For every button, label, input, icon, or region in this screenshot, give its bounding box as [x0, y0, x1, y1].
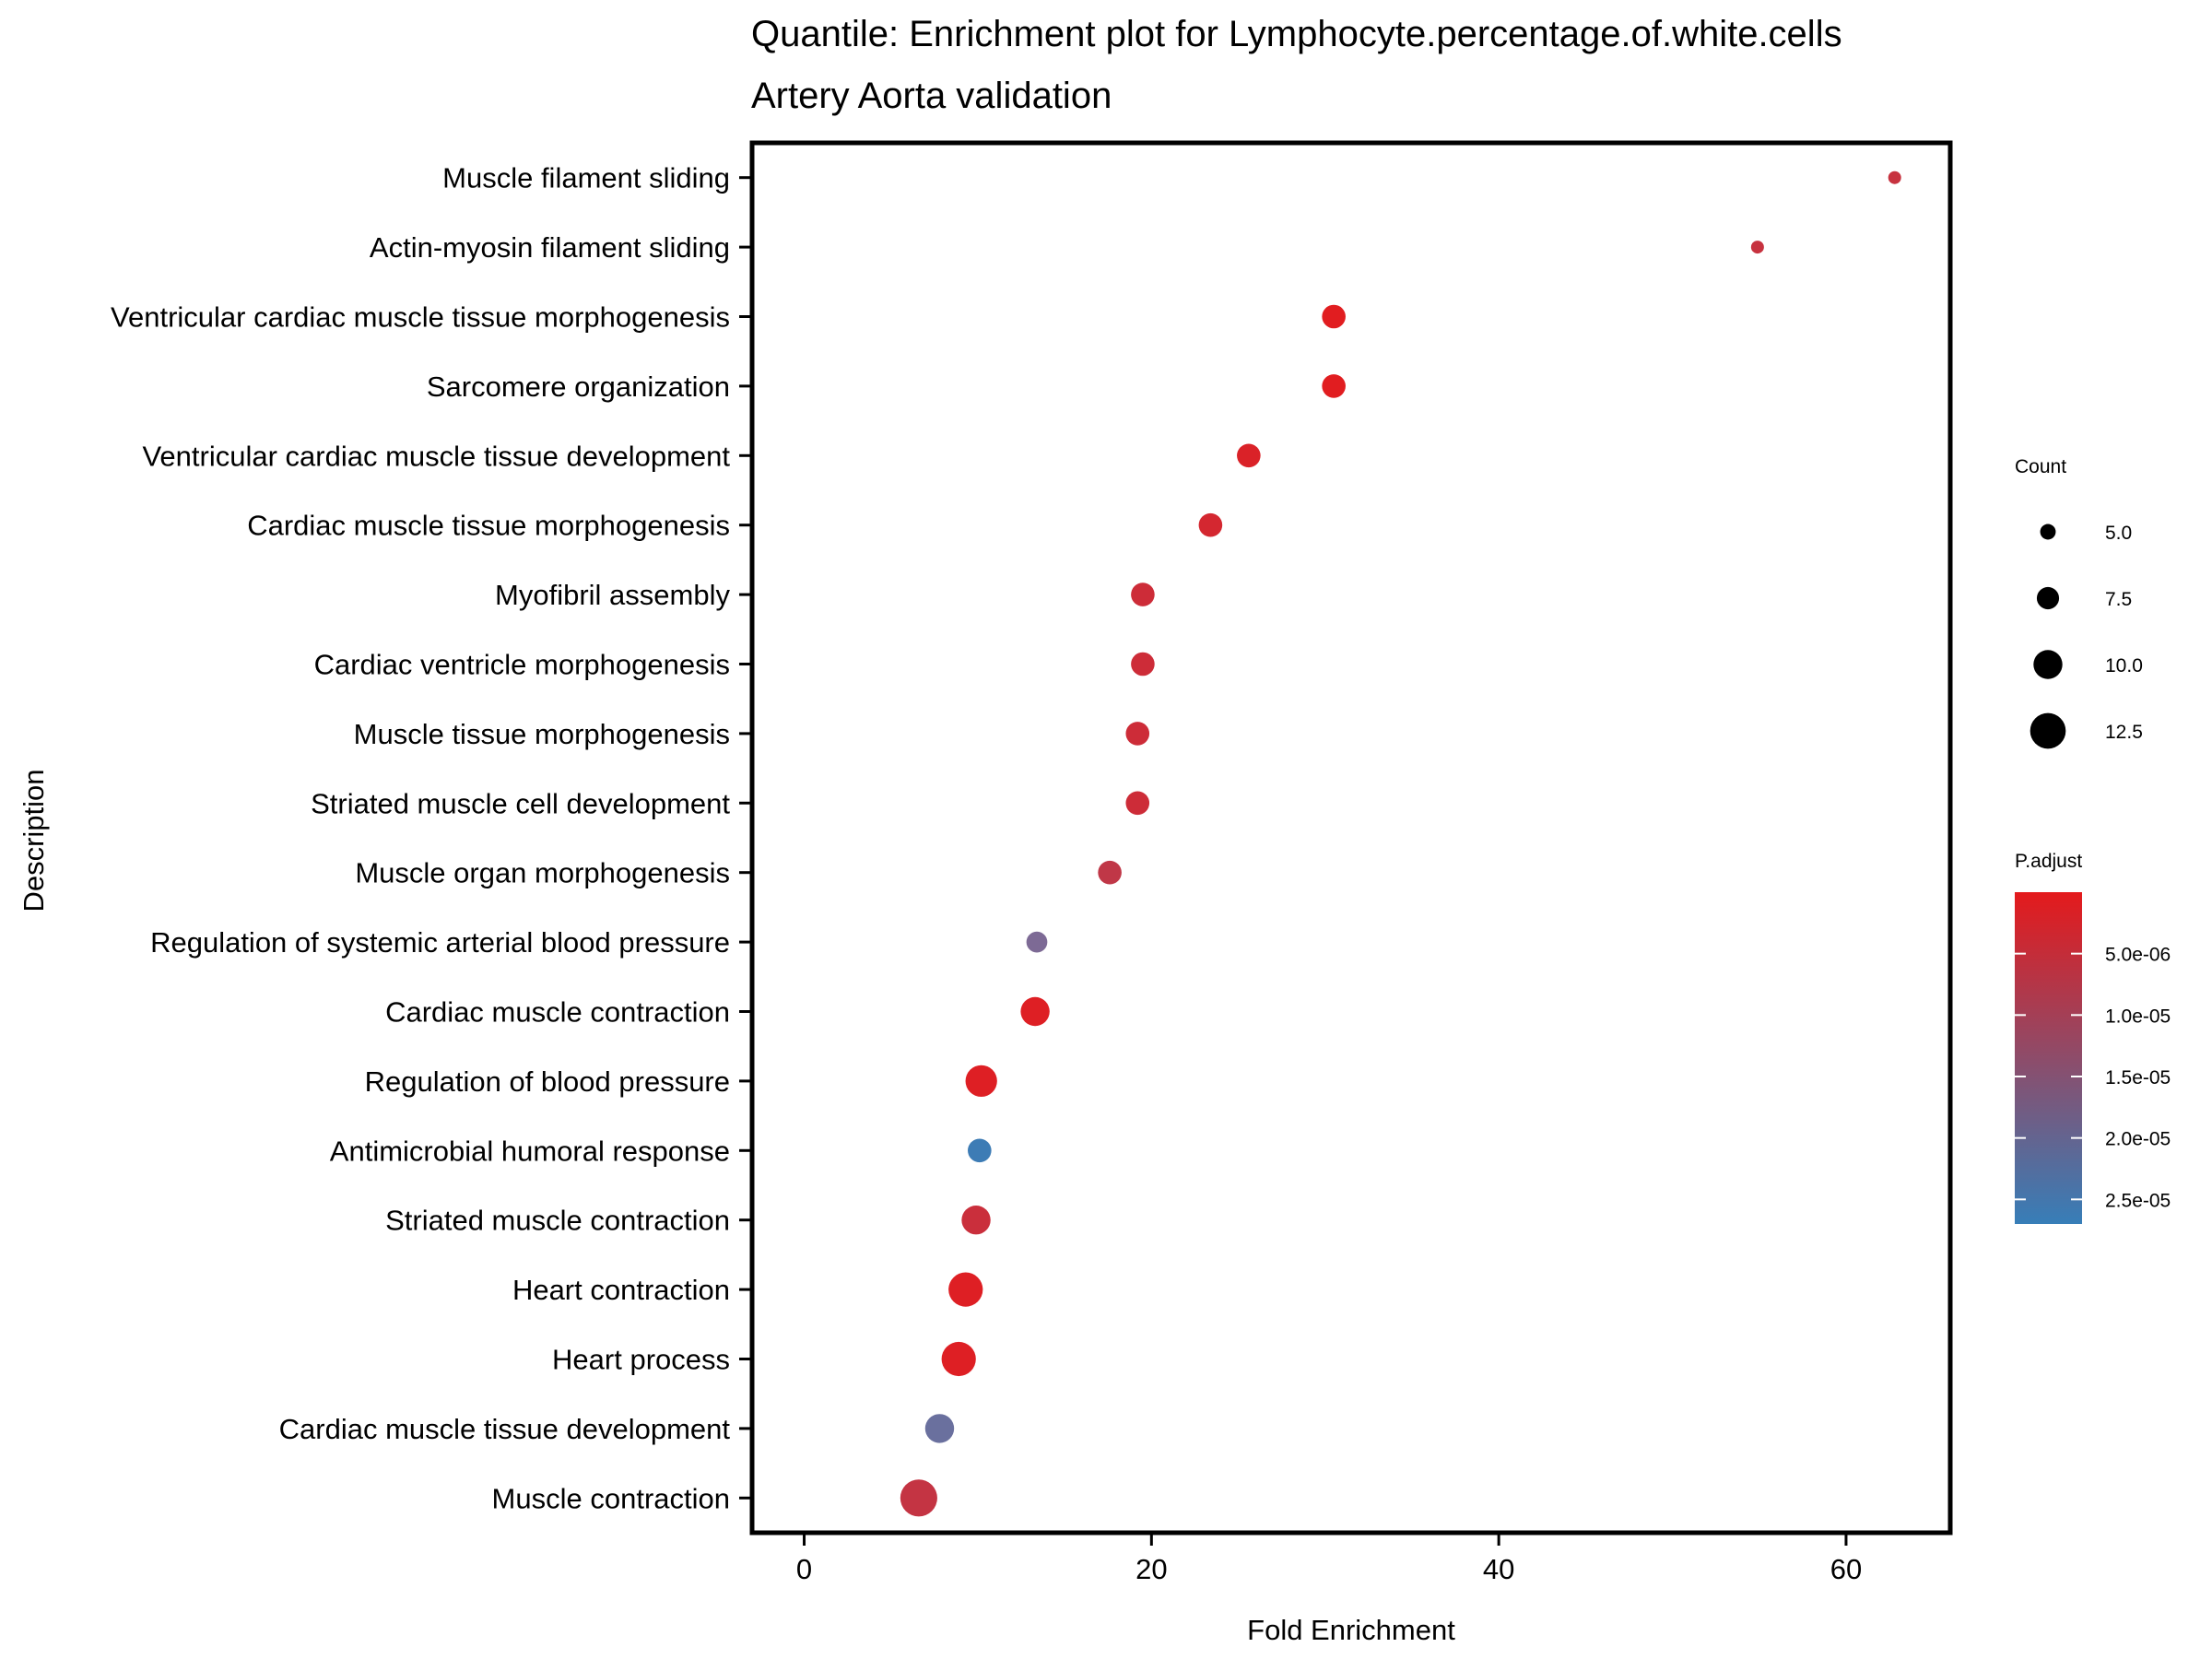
- y-tick-label: Ventricular cardiac muscle tissue develo…: [142, 440, 730, 472]
- data-point: [1750, 241, 1764, 254]
- y-tick-label: Cardiac muscle tissue morphogenesis: [247, 510, 730, 542]
- data-point: [1322, 374, 1346, 398]
- x-tick-label: 60: [1830, 1553, 1862, 1585]
- y-tick-label: Heart contraction: [512, 1274, 730, 1306]
- y-tick-label: Antimicrobial humoral response: [330, 1135, 730, 1167]
- padjust-legend-title: P.adjust: [2015, 851, 2082, 872]
- count-legend-key: [2036, 586, 2060, 610]
- data-point: [941, 1341, 976, 1377]
- y-tick-label: Heart process: [552, 1344, 730, 1376]
- data-point: [948, 1272, 983, 1307]
- x-tick-label: 20: [1135, 1553, 1167, 1585]
- y-tick-label: Cardiac muscle contraction: [385, 996, 730, 1029]
- padjust-tick-label: 5.0e-06: [2105, 945, 2171, 966]
- data-point: [1131, 652, 1155, 677]
- padjust-legend: P.adjust 5.0e-06 1.0e-05 1.5e-05 2.0e-05 2.5…: [2015, 851, 2171, 1224]
- padjust-tick-label: 2.0e-05: [2105, 1129, 2171, 1150]
- chart-title: Quantile: Enrichment plot for Lymphocyte…: [751, 14, 1842, 54]
- y-tick-label: Cardiac muscle tissue development: [279, 1413, 731, 1445]
- data-point: [1020, 996, 1050, 1027]
- x-tick-label: 0: [796, 1553, 812, 1585]
- count-legend-title: Count: [2015, 456, 2066, 477]
- data-point: [961, 1206, 991, 1235]
- data-point: [1322, 304, 1346, 329]
- data-point: [1098, 860, 1122, 885]
- y-axis-title: Description: [18, 769, 50, 912]
- count-legend-label: 10.0: [2105, 655, 2143, 677]
- padjust-tick-label: 2.5e-05: [2105, 1190, 2171, 1211]
- padjust-colorbar: [2015, 892, 2082, 1224]
- y-tick-label: Muscle filament sliding: [442, 162, 730, 194]
- data-point: [1198, 512, 1223, 537]
- count-legend-key: [2033, 650, 2063, 679]
- data-point: [965, 1065, 997, 1098]
- y-tick-label: Regulation of systemic arterial blood pr…: [150, 926, 730, 959]
- count-legend: Count 5.0 7.5 10.0 12.5: [2015, 456, 2143, 749]
- data-point: [924, 1414, 955, 1443]
- x-tick-label: 40: [1483, 1553, 1514, 1585]
- x-axis-title: Fold Enrichment: [1247, 1614, 1455, 1646]
- y-tick-label: Striated muscle cell development: [311, 787, 730, 819]
- data-point: [1026, 931, 1048, 953]
- plot-panel-border: [749, 140, 1953, 1535]
- y-tick-label: Striated muscle contraction: [385, 1205, 730, 1237]
- y-tick-label: Cardiac ventricle morphogenesis: [314, 649, 730, 681]
- y-tick-label: Muscle tissue morphogenesis: [354, 718, 730, 750]
- count-legend-label: 7.5: [2105, 589, 2132, 610]
- count-legend-key: [2040, 524, 2056, 540]
- count-legend-label: 12.5: [2105, 722, 2143, 743]
- chart-subtitle: Artery Aorta validation: [751, 76, 1112, 116]
- data-point: [1125, 722, 1150, 746]
- count-legend-label: 5.0: [2105, 523, 2132, 544]
- y-tick-label: Muscle organ morphogenesis: [355, 857, 730, 889]
- y-tick-label: Ventricular cardiac muscle tissue morpho…: [111, 301, 730, 334]
- plot-area: Muscle filament sliding Actin-myosin fila…: [111, 162, 1901, 1585]
- padjust-tick-label: 1.0e-05: [2105, 1006, 2171, 1027]
- data-point: [1131, 582, 1155, 606]
- data-point: [1888, 171, 1901, 184]
- y-tick-label: Sarcomere organization: [427, 371, 730, 403]
- data-point: [1125, 791, 1150, 816]
- padjust-tick-label: 1.5e-05: [2105, 1067, 2171, 1088]
- y-tick-label: Myofibril assembly: [495, 579, 730, 611]
- data-point: [968, 1138, 992, 1163]
- y-tick-label: Actin-myosin filament sliding: [370, 231, 730, 264]
- data-point: [1237, 443, 1261, 468]
- data-point: [900, 1479, 937, 1517]
- count-legend-key: [2030, 712, 2066, 749]
- y-tick-label: Muscle contraction: [492, 1482, 730, 1514]
- y-tick-label: Regulation of blood pressure: [365, 1065, 730, 1098]
